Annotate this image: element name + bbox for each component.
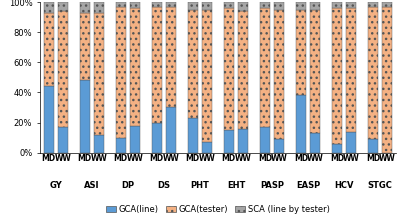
Bar — [224, 130, 234, 153]
Bar — [58, 11, 68, 127]
Bar — [202, 10, 212, 142]
Text: PASP: PASP — [260, 181, 284, 190]
Bar — [188, 2, 198, 10]
Bar — [94, 13, 104, 135]
Bar — [202, 142, 212, 153]
Bar — [116, 7, 126, 138]
Bar — [202, 2, 212, 10]
Bar — [238, 129, 248, 153]
Bar — [116, 138, 126, 153]
Bar — [44, 13, 54, 86]
Bar — [274, 139, 284, 153]
Bar — [166, 2, 176, 7]
Bar — [310, 10, 320, 133]
Bar — [382, 2, 392, 7]
Bar — [188, 118, 198, 153]
Bar — [116, 2, 126, 7]
Bar — [368, 139, 378, 153]
Bar — [80, 80, 90, 153]
Bar — [152, 123, 162, 153]
Text: PHT: PHT — [190, 181, 210, 190]
Bar — [44, 2, 54, 13]
Bar — [238, 2, 248, 11]
Bar — [130, 8, 140, 126]
Bar — [238, 11, 248, 129]
Bar — [260, 8, 270, 127]
Bar — [224, 8, 234, 130]
Bar — [166, 107, 176, 153]
Bar — [332, 2, 342, 8]
Bar — [80, 13, 90, 80]
Bar — [382, 7, 392, 153]
Text: DP: DP — [121, 181, 134, 190]
Bar — [296, 95, 306, 153]
Bar — [44, 86, 54, 153]
Bar — [368, 7, 378, 139]
Text: GY: GY — [50, 181, 62, 190]
Text: DS: DS — [158, 181, 170, 190]
Bar — [346, 2, 356, 8]
Bar — [296, 10, 306, 95]
Text: EASP: EASP — [296, 181, 320, 190]
Bar — [58, 127, 68, 153]
Bar — [58, 2, 68, 11]
Bar — [346, 131, 356, 153]
Bar — [94, 2, 104, 13]
Bar — [310, 2, 320, 10]
Bar — [310, 133, 320, 153]
Text: HCV: HCV — [334, 181, 354, 190]
Bar — [130, 126, 140, 153]
Text: EHT: EHT — [227, 181, 245, 190]
Bar — [332, 8, 342, 144]
Bar — [152, 7, 162, 123]
Bar — [332, 144, 342, 153]
Bar — [94, 135, 104, 153]
Bar — [166, 7, 176, 107]
Bar — [368, 2, 378, 7]
Bar — [296, 2, 306, 10]
Bar — [188, 10, 198, 118]
Bar — [80, 2, 90, 13]
Legend: GCA(line), GCA(tester), SCA (line by tester): GCA(line), GCA(tester), SCA (line by tes… — [102, 202, 334, 218]
Bar — [260, 127, 270, 153]
Bar — [130, 2, 140, 8]
Text: ASI: ASI — [84, 181, 100, 190]
Bar — [260, 2, 270, 8]
Bar — [152, 2, 162, 7]
Bar — [224, 2, 234, 8]
Bar — [274, 10, 284, 139]
Bar — [274, 2, 284, 10]
Text: STGC: STGC — [368, 181, 392, 190]
Bar — [346, 8, 356, 131]
